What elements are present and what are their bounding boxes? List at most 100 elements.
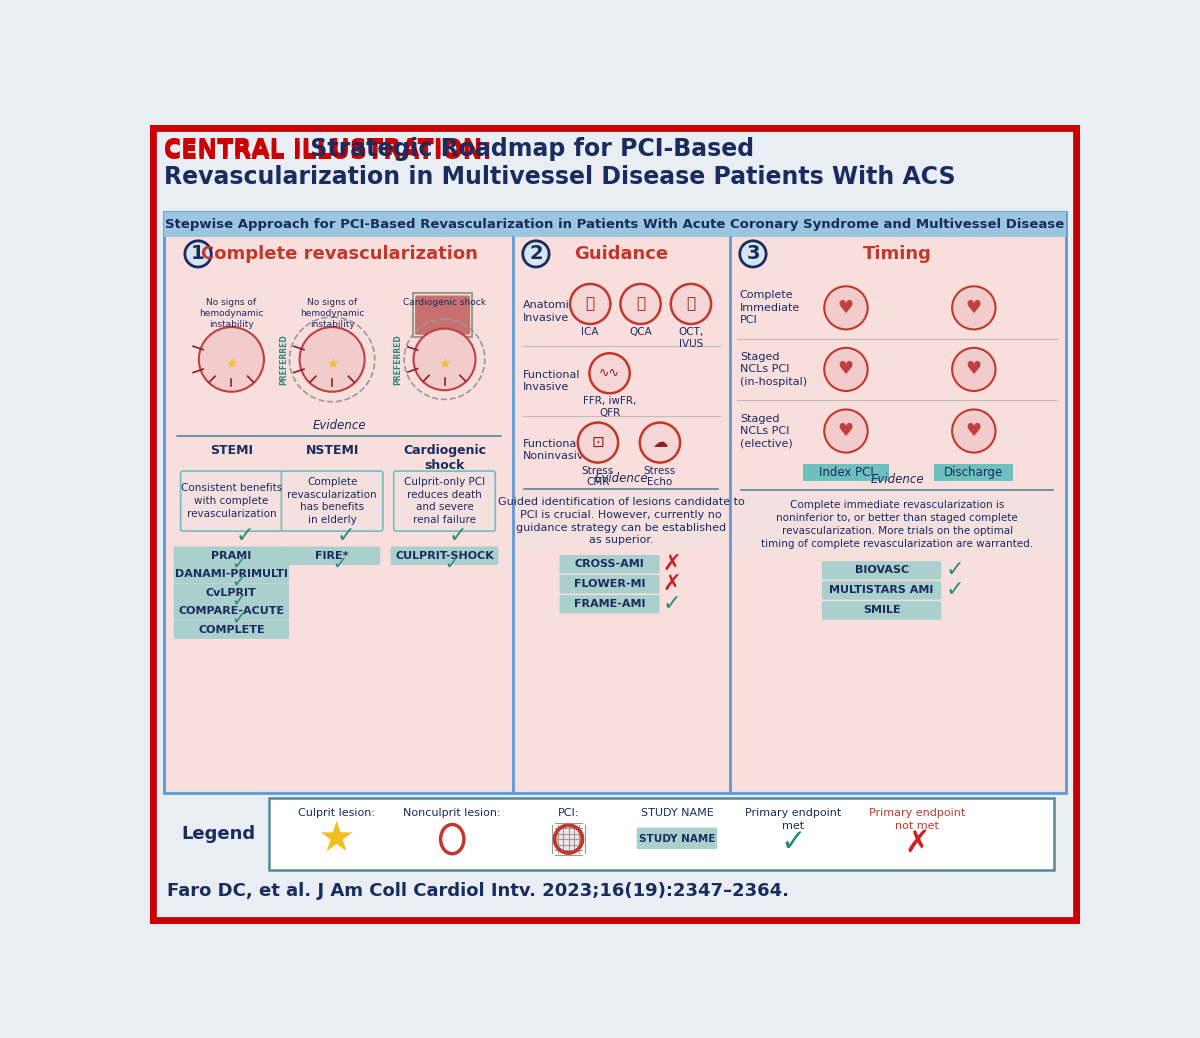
Circle shape xyxy=(824,409,868,453)
Text: 1: 1 xyxy=(191,244,205,264)
Text: 〜: 〜 xyxy=(636,297,646,311)
Text: ✓: ✓ xyxy=(946,580,965,600)
Text: ✓: ✓ xyxy=(337,525,355,546)
Text: ✓: ✓ xyxy=(332,554,348,573)
Text: Stress
CMR: Stress CMR xyxy=(582,466,614,487)
Text: ✗: ✗ xyxy=(662,574,680,594)
Text: STEMI: STEMI xyxy=(210,444,253,457)
FancyBboxPatch shape xyxy=(174,565,289,583)
FancyBboxPatch shape xyxy=(559,595,660,613)
Text: 2: 2 xyxy=(529,244,542,264)
FancyBboxPatch shape xyxy=(413,293,473,337)
FancyBboxPatch shape xyxy=(559,575,660,594)
Text: STUDY NAME: STUDY NAME xyxy=(638,835,715,844)
FancyBboxPatch shape xyxy=(164,212,1066,237)
Text: PCI:: PCI: xyxy=(558,809,580,818)
Text: ✓: ✓ xyxy=(445,554,460,573)
Text: ✗: ✗ xyxy=(662,554,680,574)
Text: PREFERRED: PREFERRED xyxy=(394,334,402,385)
Text: Guidance: Guidance xyxy=(574,245,668,263)
FancyBboxPatch shape xyxy=(935,464,1013,481)
Text: SMILE: SMILE xyxy=(863,605,900,616)
Text: Complete
Immediate
PCI: Complete Immediate PCI xyxy=(739,291,800,325)
Text: Guided identification of lesions candidate to
PCI is crucial. However, currently: Guided identification of lesions candida… xyxy=(498,497,744,545)
FancyBboxPatch shape xyxy=(284,547,380,565)
Text: Index PCI: Index PCI xyxy=(818,466,874,480)
FancyBboxPatch shape xyxy=(803,464,889,481)
Text: Staged
NCLs PCI
(elective): Staged NCLs PCI (elective) xyxy=(739,413,792,448)
Text: ☁: ☁ xyxy=(653,435,667,450)
Text: CROSS-AMI: CROSS-AMI xyxy=(575,559,644,569)
Text: ★: ★ xyxy=(326,357,338,371)
Text: ✓: ✓ xyxy=(780,828,806,857)
Text: ♥: ♥ xyxy=(966,360,982,379)
Text: 3: 3 xyxy=(746,244,760,264)
FancyBboxPatch shape xyxy=(269,797,1055,870)
Circle shape xyxy=(554,825,582,853)
FancyBboxPatch shape xyxy=(730,237,1064,791)
Circle shape xyxy=(578,422,618,463)
Circle shape xyxy=(414,329,475,390)
Text: Strategic Roadmap for PCI-Based: Strategic Roadmap for PCI-Based xyxy=(302,137,755,161)
FancyBboxPatch shape xyxy=(174,547,289,565)
Circle shape xyxy=(671,284,712,324)
FancyBboxPatch shape xyxy=(394,471,496,531)
Text: ♥: ♥ xyxy=(838,360,854,379)
Text: QCA: QCA xyxy=(629,327,652,337)
Text: Functional
Noninvasive: Functional Noninvasive xyxy=(523,439,592,462)
FancyBboxPatch shape xyxy=(174,583,289,602)
Text: ✓: ✓ xyxy=(232,554,247,573)
FancyBboxPatch shape xyxy=(822,601,941,620)
Text: Evidence: Evidence xyxy=(870,472,924,486)
FancyBboxPatch shape xyxy=(164,212,1066,793)
Text: Complete immediate revascularization is
noninferior to, or better than staged co: Complete immediate revascularization is … xyxy=(761,500,1033,549)
Text: Evidence: Evidence xyxy=(312,418,366,432)
Circle shape xyxy=(824,286,868,329)
Text: BIOVASC: BIOVASC xyxy=(854,566,908,575)
Text: ★: ★ xyxy=(438,357,451,371)
Text: CvLPRIT: CvLPRIT xyxy=(206,588,257,598)
Text: ∿∿: ∿∿ xyxy=(599,366,620,380)
Text: Anatomical
Invasive: Anatomical Invasive xyxy=(523,300,586,323)
Text: Primary endpoint
met: Primary endpoint met xyxy=(745,809,841,830)
Text: No signs of
hemodynamic
instability: No signs of hemodynamic instability xyxy=(199,298,264,329)
Text: Cardiogenic shock: Cardiogenic shock xyxy=(403,298,486,307)
FancyBboxPatch shape xyxy=(281,471,383,531)
FancyBboxPatch shape xyxy=(822,581,941,600)
Text: Nonculprit lesion:: Nonculprit lesion: xyxy=(403,809,502,818)
Text: CENTRAL ILLUSTRATION:: CENTRAL ILLUSTRATION: xyxy=(164,137,492,161)
Text: PRAMI: PRAMI xyxy=(211,551,252,561)
Text: Discharge: Discharge xyxy=(944,466,1003,480)
Text: FLOWER-MI: FLOWER-MI xyxy=(574,579,646,590)
Text: FIRE*: FIRE* xyxy=(316,551,349,561)
FancyBboxPatch shape xyxy=(512,237,730,791)
Circle shape xyxy=(570,284,611,324)
Text: Stress
Echo: Stress Echo xyxy=(644,466,676,487)
Text: ✓: ✓ xyxy=(946,561,965,580)
Text: Complete revascularization: Complete revascularization xyxy=(200,245,478,263)
Circle shape xyxy=(523,241,550,267)
Text: ✓: ✓ xyxy=(236,525,254,546)
FancyBboxPatch shape xyxy=(181,471,282,531)
FancyBboxPatch shape xyxy=(174,602,289,621)
FancyBboxPatch shape xyxy=(174,621,289,639)
FancyBboxPatch shape xyxy=(559,555,660,573)
FancyBboxPatch shape xyxy=(736,493,1060,555)
Circle shape xyxy=(952,409,996,453)
Text: ICA: ICA xyxy=(582,327,599,337)
FancyBboxPatch shape xyxy=(166,237,512,791)
Text: ✓: ✓ xyxy=(449,525,468,546)
Text: ★: ★ xyxy=(226,357,238,371)
Text: Faro DC, et al. J Am Coll Cardiol Intv. 2023;16(19):2347–2364.: Faro DC, et al. J Am Coll Cardiol Intv. … xyxy=(167,882,790,900)
Text: ✓: ✓ xyxy=(662,595,680,614)
Circle shape xyxy=(952,348,996,391)
Text: STUDY NAME: STUDY NAME xyxy=(641,809,713,818)
Circle shape xyxy=(952,286,996,329)
Text: ♥: ♥ xyxy=(966,422,982,440)
Text: ✗: ✗ xyxy=(905,828,930,857)
Text: ♥: ♥ xyxy=(838,299,854,317)
Circle shape xyxy=(300,327,365,391)
Text: Evidence: Evidence xyxy=(594,472,648,485)
Circle shape xyxy=(739,241,766,267)
Text: 〜: 〜 xyxy=(586,297,595,311)
